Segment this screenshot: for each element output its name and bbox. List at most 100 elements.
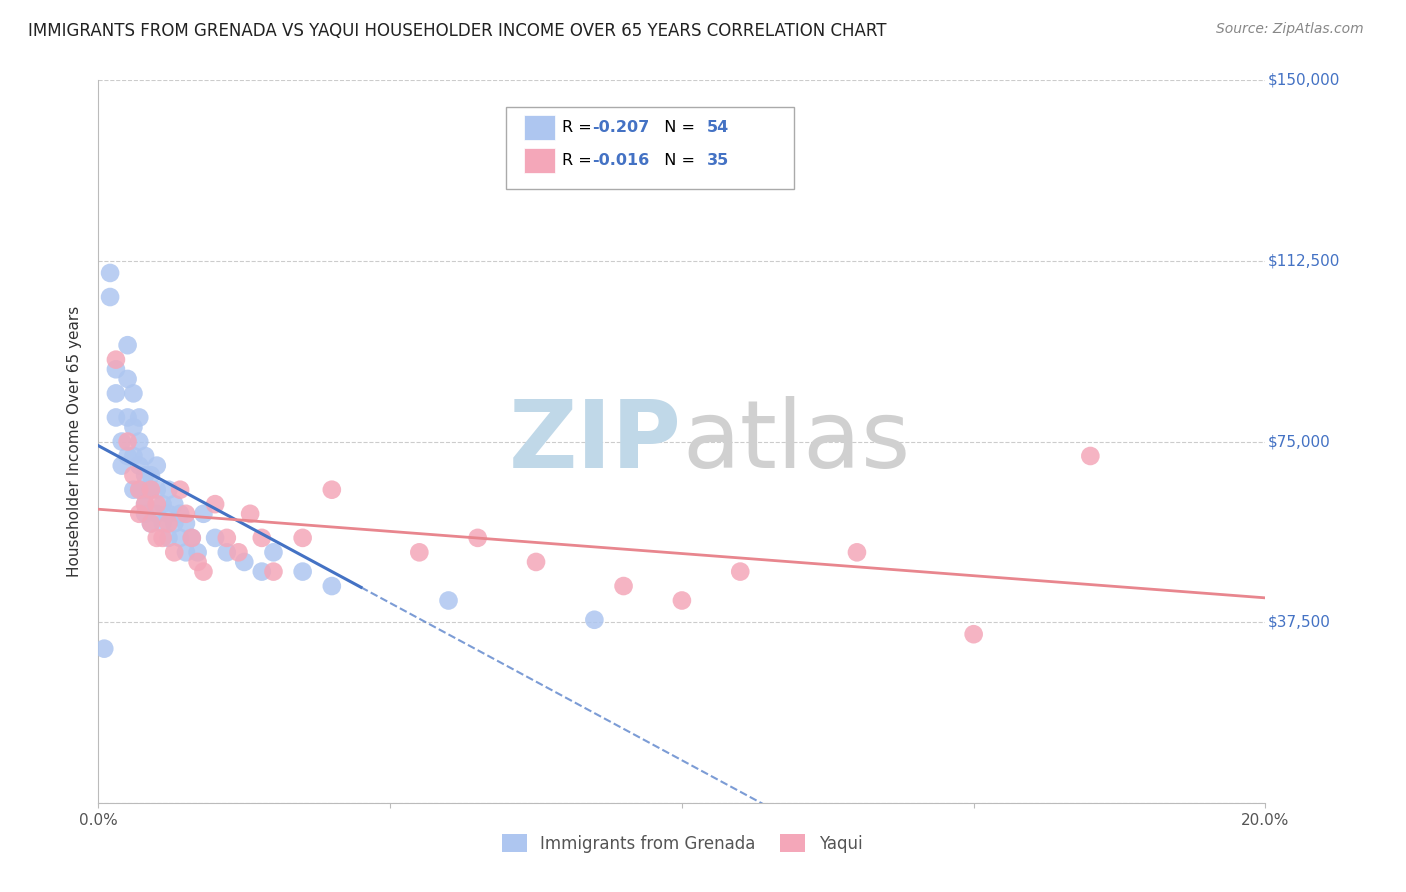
Point xyxy=(152,516,174,531)
Point xyxy=(180,531,202,545)
Point xyxy=(169,531,191,545)
Point xyxy=(117,434,139,449)
Point xyxy=(612,579,634,593)
Point xyxy=(321,483,343,497)
Point xyxy=(730,565,752,579)
Point xyxy=(134,497,156,511)
Point xyxy=(139,516,162,531)
Point xyxy=(174,516,197,531)
Point xyxy=(262,565,284,579)
Text: N =: N = xyxy=(654,120,700,135)
Point xyxy=(146,531,169,545)
Point xyxy=(524,555,547,569)
Point xyxy=(193,565,215,579)
Point xyxy=(128,458,150,473)
Point xyxy=(98,266,121,280)
Point xyxy=(187,545,209,559)
Point xyxy=(146,497,169,511)
Text: $75,000: $75,000 xyxy=(1268,434,1330,449)
Point xyxy=(134,468,156,483)
Point xyxy=(321,579,343,593)
Point xyxy=(187,555,209,569)
Point xyxy=(215,545,238,559)
Text: 35: 35 xyxy=(707,153,730,169)
Point xyxy=(134,449,156,463)
Point xyxy=(233,555,256,569)
Text: R =: R = xyxy=(562,120,598,135)
Point xyxy=(169,483,191,497)
Point xyxy=(152,531,174,545)
Point xyxy=(139,468,162,483)
Point xyxy=(180,531,202,545)
Point xyxy=(134,497,156,511)
Point xyxy=(128,507,150,521)
Point xyxy=(146,483,169,497)
Point xyxy=(1080,449,1102,463)
Point xyxy=(117,449,139,463)
Point xyxy=(128,483,150,497)
Point xyxy=(169,507,191,521)
Point xyxy=(128,434,150,449)
Text: -0.207: -0.207 xyxy=(592,120,650,135)
Point xyxy=(117,410,139,425)
Legend: Immigrants from Grenada, Yaqui: Immigrants from Grenada, Yaqui xyxy=(495,828,869,860)
Point xyxy=(174,507,197,521)
Point xyxy=(163,497,186,511)
Point xyxy=(846,545,869,559)
Point xyxy=(262,545,284,559)
Point xyxy=(111,434,134,449)
Point xyxy=(128,483,150,497)
Point xyxy=(583,613,606,627)
Point xyxy=(250,565,273,579)
Point xyxy=(250,531,273,545)
Point xyxy=(157,483,180,497)
Point xyxy=(146,458,169,473)
Point xyxy=(139,483,162,497)
Point xyxy=(139,516,162,531)
Point xyxy=(122,468,145,483)
Point xyxy=(157,516,180,531)
Point xyxy=(437,593,460,607)
Point xyxy=(204,531,226,545)
Text: R =: R = xyxy=(562,153,598,169)
Point xyxy=(163,545,186,559)
Point xyxy=(204,497,226,511)
Y-axis label: Householder Income Over 65 years: Householder Income Over 65 years xyxy=(67,306,83,577)
Point xyxy=(111,458,134,473)
Point xyxy=(467,531,489,545)
Point xyxy=(962,627,984,641)
Point xyxy=(215,531,238,545)
Point xyxy=(291,565,314,579)
Point xyxy=(93,641,115,656)
Point xyxy=(408,545,430,559)
Point xyxy=(134,507,156,521)
Text: 54: 54 xyxy=(707,120,730,135)
Text: -0.016: -0.016 xyxy=(592,153,650,169)
Point xyxy=(104,362,127,376)
Text: N =: N = xyxy=(654,153,700,169)
Point xyxy=(128,410,150,425)
Point xyxy=(239,507,262,521)
Point xyxy=(291,531,314,545)
Point xyxy=(117,338,139,352)
Point xyxy=(157,507,180,521)
Point xyxy=(104,386,127,401)
Text: IMMIGRANTS FROM GRENADA VS YAQUI HOUSEHOLDER INCOME OVER 65 YEARS CORRELATION CH: IMMIGRANTS FROM GRENADA VS YAQUI HOUSEHO… xyxy=(28,22,887,40)
Point xyxy=(157,531,180,545)
Point xyxy=(122,449,145,463)
Point xyxy=(134,483,156,497)
Point xyxy=(193,507,215,521)
Text: $37,500: $37,500 xyxy=(1268,615,1330,630)
Point xyxy=(104,352,127,367)
Point xyxy=(163,516,186,531)
Point xyxy=(122,386,145,401)
Point xyxy=(228,545,250,559)
Point xyxy=(117,372,139,386)
Point xyxy=(174,545,197,559)
Point xyxy=(146,507,169,521)
Text: atlas: atlas xyxy=(682,395,910,488)
Point xyxy=(122,420,145,434)
Point xyxy=(139,483,162,497)
Point xyxy=(671,593,693,607)
Text: $112,500: $112,500 xyxy=(1268,253,1340,268)
